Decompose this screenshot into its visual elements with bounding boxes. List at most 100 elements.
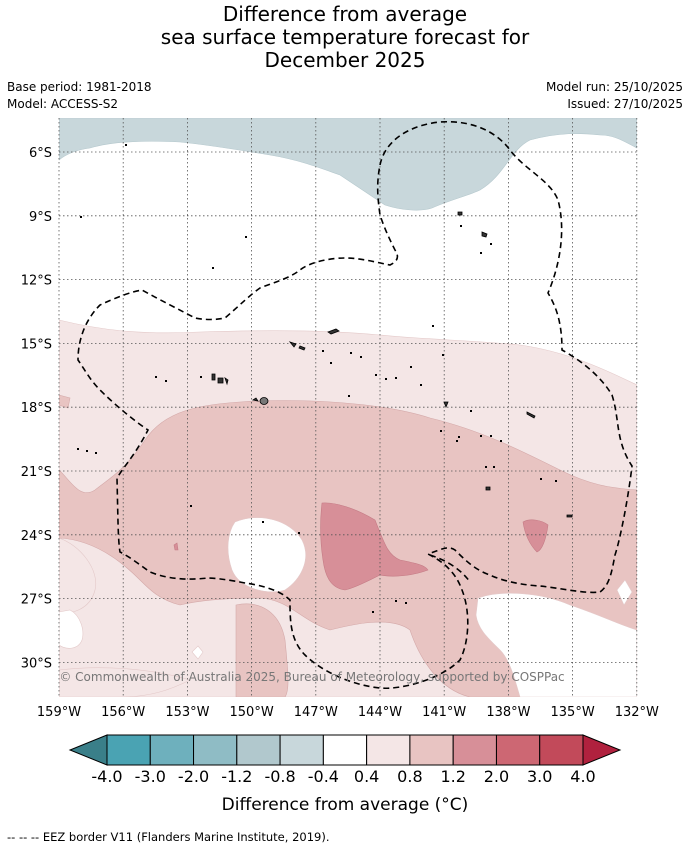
anomaly-1.2-2.0-region	[522, 519, 549, 553]
island-dot	[80, 216, 82, 218]
lat-label: 15°S	[21, 337, 52, 352]
lon-label: 141°W	[422, 705, 466, 720]
lat-label: 18°S	[21, 401, 52, 416]
island	[481, 231, 488, 238]
island-dot	[95, 452, 97, 454]
small-islands	[77, 144, 557, 613]
island	[211, 373, 216, 381]
island	[457, 211, 463, 216]
anomaly-1.2-2.0-region	[173, 542, 179, 551]
island-dot	[77, 448, 79, 450]
island-dot	[372, 611, 374, 613]
anomaly-field	[59, 118, 637, 697]
issued-date: Issued: 27/10/2025	[567, 97, 683, 111]
latitude-labels: 6°S 9°S 12°S 15°S 18°S 21°S 24°S 27°S 30°S	[21, 146, 52, 671]
colorbar-tick-label: -0.8	[264, 767, 295, 786]
lat-label: 6°S	[29, 146, 52, 161]
colorbar-tick-label: -1.2	[221, 767, 252, 786]
graticule	[58, 118, 638, 697]
copyright-text: © Commonwealth of Australia 2025, Bureau…	[59, 670, 564, 684]
neutral-hole	[59, 667, 191, 697]
colorbar-bin	[149, 734, 195, 766]
island	[217, 377, 224, 384]
colorbar-bin	[279, 734, 324, 766]
island-dot	[86, 450, 88, 452]
island-dot	[480, 252, 482, 254]
colorbar-bin	[322, 734, 368, 766]
island-dot	[432, 325, 434, 327]
colorbar-bin	[106, 734, 151, 766]
title-line-3: December 2025	[264, 48, 426, 72]
island-dot	[165, 380, 167, 382]
island-dot	[410, 366, 412, 368]
island-dot	[420, 384, 422, 386]
island-dot	[385, 378, 387, 380]
colorbar-bin	[236, 734, 281, 766]
chart-title: Difference from average sea surface temp…	[0, 3, 690, 72]
island-dot	[456, 440, 458, 442]
neutral-hole	[191, 645, 204, 660]
island-dot	[405, 602, 407, 604]
island	[443, 401, 449, 409]
island-dot	[330, 362, 332, 364]
island-dot	[155, 376, 157, 378]
island-dot	[490, 243, 492, 245]
colorbar-bin	[539, 734, 584, 766]
island-dot	[458, 436, 460, 438]
island-dot	[470, 410, 472, 412]
island-dot	[442, 354, 444, 356]
island	[251, 397, 259, 402]
colorbar: -4.0 -3.0 -2.0 -1.2 -0.8 -0.4 0.4 0.8 1.2 2.0 3.0 4…	[68, 734, 622, 786]
neutral-hole	[616, 579, 633, 606]
island	[485, 486, 491, 491]
anomaly-1.2-2.0-region	[320, 502, 429, 591]
lon-label: 153°W	[165, 705, 209, 720]
eez-border-french-polynesia	[77, 120, 633, 690]
colorbar-bin	[452, 734, 497, 766]
island-dot	[555, 480, 557, 482]
island-dot	[350, 352, 352, 354]
colorbar-tick-label: 3.0	[527, 767, 552, 786]
island-dot	[395, 377, 397, 379]
lon-label: 135°W	[551, 705, 595, 720]
colorbar-tick-label: 1.2	[440, 767, 465, 786]
island-dot	[212, 267, 214, 269]
colorbar-label: Difference from average (°C)	[221, 795, 469, 815]
island-dot	[125, 144, 127, 146]
colorbar-tick-label: 4.0	[570, 767, 595, 786]
longitude-labels: 159°W 156°W 153°W 150°W 147°W 144°W 141°W 138°W…	[37, 705, 659, 720]
lat-label: 9°S	[29, 210, 52, 225]
island-dot	[460, 225, 462, 227]
title-line-1: Difference from average	[222, 2, 468, 26]
island-dot	[200, 376, 202, 378]
colorbar-over-arrow	[582, 734, 622, 766]
neutral-hole	[59, 609, 84, 649]
island-dot	[480, 435, 482, 437]
island	[224, 377, 229, 386]
neutral-hole	[227, 517, 306, 593]
island	[288, 341, 297, 348]
island	[526, 411, 536, 419]
colorbar-under-arrow	[68, 734, 108, 766]
colorbar-bin	[193, 734, 238, 766]
neutral-hole	[475, 592, 637, 697]
island-tahiti	[259, 397, 269, 405]
lat-label: 21°S	[21, 465, 52, 480]
colorbar-bin	[495, 734, 541, 766]
base-period: Base period: 1981-2018	[7, 80, 152, 94]
island-dot	[493, 466, 495, 468]
lon-label: 144°W	[358, 705, 402, 720]
colorbar-tick-label: 2.0	[484, 767, 509, 786]
island-dot	[375, 374, 377, 376]
lon-label: 150°W	[230, 705, 274, 720]
lon-label: 132°W	[615, 705, 659, 720]
lat-label: 12°S	[21, 274, 52, 289]
island	[566, 514, 573, 518]
island-dot	[360, 356, 362, 358]
lat-label: 24°S	[21, 529, 52, 544]
island-dot	[298, 532, 300, 534]
island-dot	[500, 440, 502, 442]
eez-border	[77, 120, 633, 690]
island-dot	[322, 350, 324, 352]
